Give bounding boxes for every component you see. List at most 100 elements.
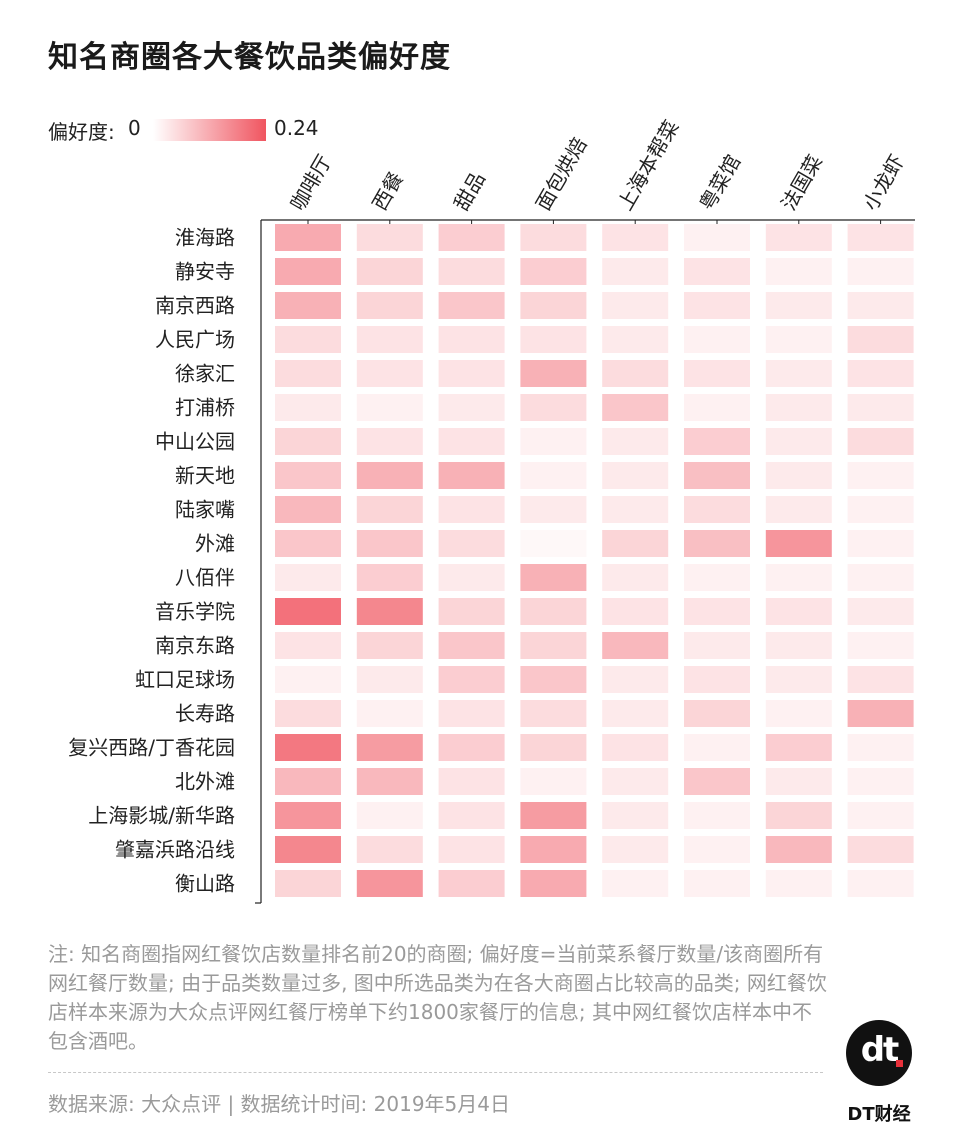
heatmap-cell [520,836,587,863]
heatmap-cell [438,836,505,863]
heatmap-cell [602,734,669,761]
heatmap-cell [847,632,914,659]
row-label: 南京西路 [155,294,235,318]
heatmap-cell [765,836,832,863]
heatmap-cell [275,632,341,659]
heatmap-cell [356,462,423,489]
row-label: 陆家嘴 [175,498,235,522]
heatmap-cell [602,224,669,251]
heatmap-cell [356,666,423,693]
heatmap-cell [520,326,587,353]
heatmap-cell [520,394,587,421]
logo-text: dt [860,1030,900,1070]
heatmap-cell [438,700,505,727]
heatmap-cell [765,768,832,795]
heatmap-cell [602,598,669,625]
row-label: 上海影城/新华路 [88,804,235,828]
heatmap-cell [438,666,505,693]
heatmap-cell [275,768,341,795]
heatmap-cell [275,496,341,523]
heatmap-cell [275,666,341,693]
heatmap-cell [438,530,505,557]
heatmap-cell [275,734,341,761]
row-label: 长寿路 [175,702,235,726]
heatmap-cell [438,802,505,829]
heatmap-cell [602,258,669,285]
heatmap-cell [438,734,505,761]
heatmap-cell [356,564,423,591]
heatmap-cell [520,666,587,693]
heatmap-cell [765,598,832,625]
heatmap-cell [275,700,341,727]
heatmap-cell [275,394,341,421]
heatmap-cell [520,632,587,659]
heatmap-cell [765,360,832,387]
heatmap-cell [684,462,750,489]
heatmap-cell [847,394,914,421]
heatmap-cell [520,700,587,727]
heatmap-cell [520,224,587,251]
heatmap-cell [520,496,587,523]
row-label: 南京东路 [155,634,235,658]
heatmap-cell [356,360,423,387]
heatmap-cell [847,802,914,829]
row-label: 外滩 [195,532,235,556]
heatmap-cell [438,870,505,897]
row-label: 北外滩 [175,770,235,794]
heatmap-cell [765,700,832,727]
heatmap-cell [520,734,587,761]
column-label: 小龙虾 [858,151,909,215]
heatmap-cell [602,428,669,455]
brand-logo: dt [846,1020,912,1086]
heatmap-cell [275,292,341,319]
heatmap-cell [602,836,669,863]
row-label: 淮海路 [175,226,235,250]
heatmap-cell [602,462,669,489]
heatmap-cell [765,224,832,251]
heatmap-cell [684,326,750,353]
heatmap-cell [356,258,423,285]
heatmap-cell [356,496,423,523]
row-label: 打浦桥 [175,396,235,420]
heatmap-cell [438,360,505,387]
heatmap-cell [356,428,423,455]
heatmap-cell [765,530,832,557]
heatmap-cell [356,224,423,251]
heatmap-cell [602,870,669,897]
heatmap-cell [356,598,423,625]
row-label: 人民广场 [155,328,235,352]
heatmap-cell [356,700,423,727]
heatmap-chart: 咖啡厅 西餐 甜品 面包烘焙 上海本帮菜 粤菜馆 法国菜 小龙虾淮海路静安寺南京西路人民广场徐… [68,116,915,904]
row-label: 衡山路 [175,872,235,896]
heatmap-cell [684,666,750,693]
heatmap-cell [438,258,505,285]
column-label: 面包烘焙 [531,133,592,214]
footer-divider [48,1072,823,1073]
footnote: 注: 知名商圈指网红餐饮店数量排名前20的商圈; 偏好度=当前菜系餐厅数量/该商… [48,942,827,1053]
heatmap-cell [438,428,505,455]
heatmap-cell [275,530,341,557]
heatmap-cell [275,802,341,829]
legend-max-value: 0.24 [274,116,319,140]
heatmap-cell [602,360,669,387]
heatmap-cell [684,564,750,591]
heatmap-cell [356,326,423,353]
heatmap-cell [356,632,423,659]
heatmap-cell [684,598,750,625]
heatmap-cell [765,428,832,455]
heatmap-cell [520,360,587,387]
heatmap-cell [275,598,341,625]
heatmap-cell [847,326,914,353]
legend-min-value: 0 [128,116,141,140]
heatmap-cell [602,326,669,353]
heatmap-cell [356,292,423,319]
heatmap-cell [520,870,587,897]
heatmap-cell [275,564,341,591]
data-source: 数据来源: 大众点评 | 数据统计时间: 2019年5月4日 [48,1092,510,1116]
heatmap-cell [602,632,669,659]
heatmap-cell [684,870,750,897]
heatmap-cell [847,530,914,557]
column-label: 粤菜馆 [695,151,746,215]
heatmap-cell [356,870,423,897]
heatmap-cell [765,564,832,591]
